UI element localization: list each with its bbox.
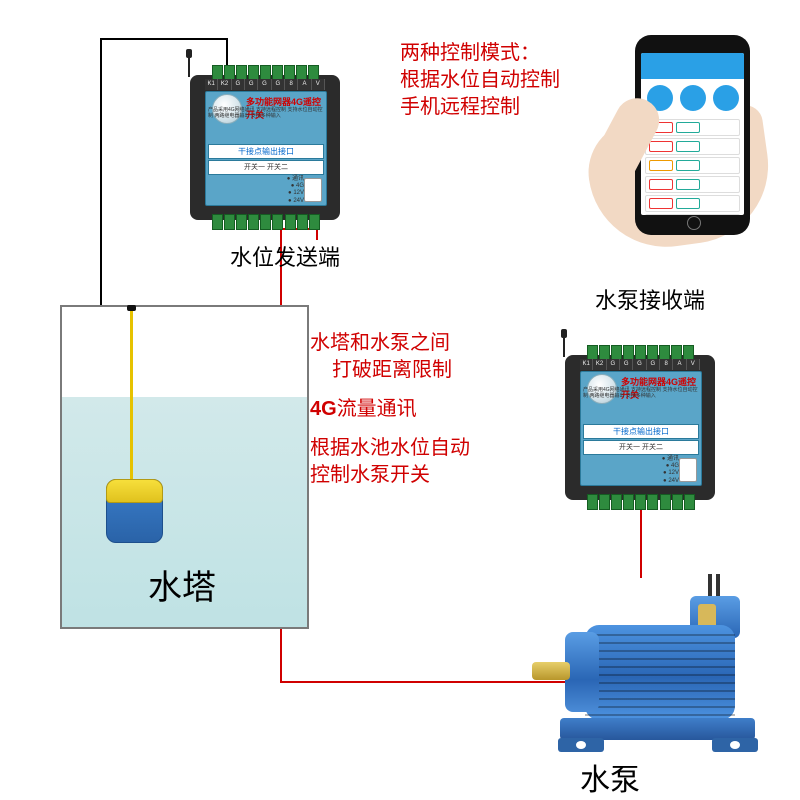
wire-black-h xyxy=(100,38,228,40)
home-button-icon xyxy=(687,216,701,230)
terminal-labels: K1K2GGGG8AV xyxy=(205,79,325,90)
comm-line2: 打破距离限制 xyxy=(310,357,470,384)
comm-4g: 4G xyxy=(310,398,337,420)
pump-foot xyxy=(712,738,758,752)
comm-text: 水塔和水泵之间 打破距离限制 4G流量通讯 根据水池水位自动 控制水泵开关 xyxy=(310,330,470,489)
module-bar-out: 干接点输出接口 xyxy=(583,424,699,439)
wire-black-v xyxy=(100,38,102,308)
terminal-bot-r xyxy=(660,494,695,510)
module-bar-sw: 开关一 开关二 xyxy=(583,440,699,455)
pump-foot xyxy=(558,738,604,752)
phone-in-hand xyxy=(580,35,780,260)
module-bar-sw: 开关一 开关二 xyxy=(208,160,324,175)
module-bar-out: 干接点输出接口 xyxy=(208,144,324,159)
pump-lead xyxy=(716,574,720,598)
module-sender: K1K2GGGG8AV 多功能网器4G遥控开关 产品采用4G网络通讯 支持远程控… xyxy=(190,65,340,230)
receiver-label: 水泵接收端 xyxy=(595,283,705,315)
terminal-bot-r xyxy=(285,214,320,230)
pump-base xyxy=(560,718,755,740)
float-cable xyxy=(130,307,133,482)
mode-line1: 两种控制模式： xyxy=(400,40,560,67)
terminal-bot-l xyxy=(587,494,658,510)
comm-line5: 控制水泵开关 xyxy=(310,462,470,489)
module-desc: 产品采用4G网络通讯 支持远程控制 支持水位自动控制 两路继电器输出 支持多种输… xyxy=(583,388,699,399)
usb-port-icon xyxy=(304,178,322,202)
usb-port-icon xyxy=(679,458,697,482)
pump-lead xyxy=(708,574,712,598)
module-leds: 通讯4G12V24V xyxy=(287,176,304,205)
comm-4g-rest: 流量通讯 xyxy=(337,398,417,420)
pump-shaft xyxy=(532,662,570,680)
pump-front xyxy=(565,632,599,712)
phone-screen xyxy=(641,53,744,215)
water-pump xyxy=(530,590,770,760)
antenna-icon xyxy=(188,49,190,77)
mode-text: 两种控制模式： 根据水位自动控制 手机远程控制 xyxy=(400,40,560,121)
module-leds: 通讯4G12V24V xyxy=(662,456,679,485)
wire-black-drop xyxy=(226,38,228,68)
antenna-icon xyxy=(563,329,565,357)
comm-line3: 4G流量通讯 xyxy=(310,396,470,423)
sender-label: 水位发送端 xyxy=(230,240,340,272)
module-receiver: K1K2GGGG8AV 多功能网器4G遥控开关 产品采用4G网络通讯 支持远程控… xyxy=(565,345,715,510)
module-desc: 产品采用4G网络通讯 支持远程控制 支持水位自动控制 两路继电器输出 支持多种输… xyxy=(208,108,324,119)
pump-label: 水泵 xyxy=(580,755,640,799)
terminal-labels: K1K2GGGG8AV xyxy=(580,359,700,370)
wire-red-recv-v xyxy=(640,508,642,578)
mode-line2: 根据水位自动控制 xyxy=(400,67,560,94)
float-switch-cap xyxy=(106,479,163,503)
terminal-bot-l xyxy=(212,214,283,230)
mode-line3: 手机远程控制 xyxy=(400,94,560,121)
pump-fins xyxy=(585,628,735,717)
comm-line1: 水塔和水泵之间 xyxy=(310,330,470,357)
tank-label: 水塔 xyxy=(148,560,216,609)
comm-line4: 根据水池水位自动 xyxy=(310,435,470,462)
